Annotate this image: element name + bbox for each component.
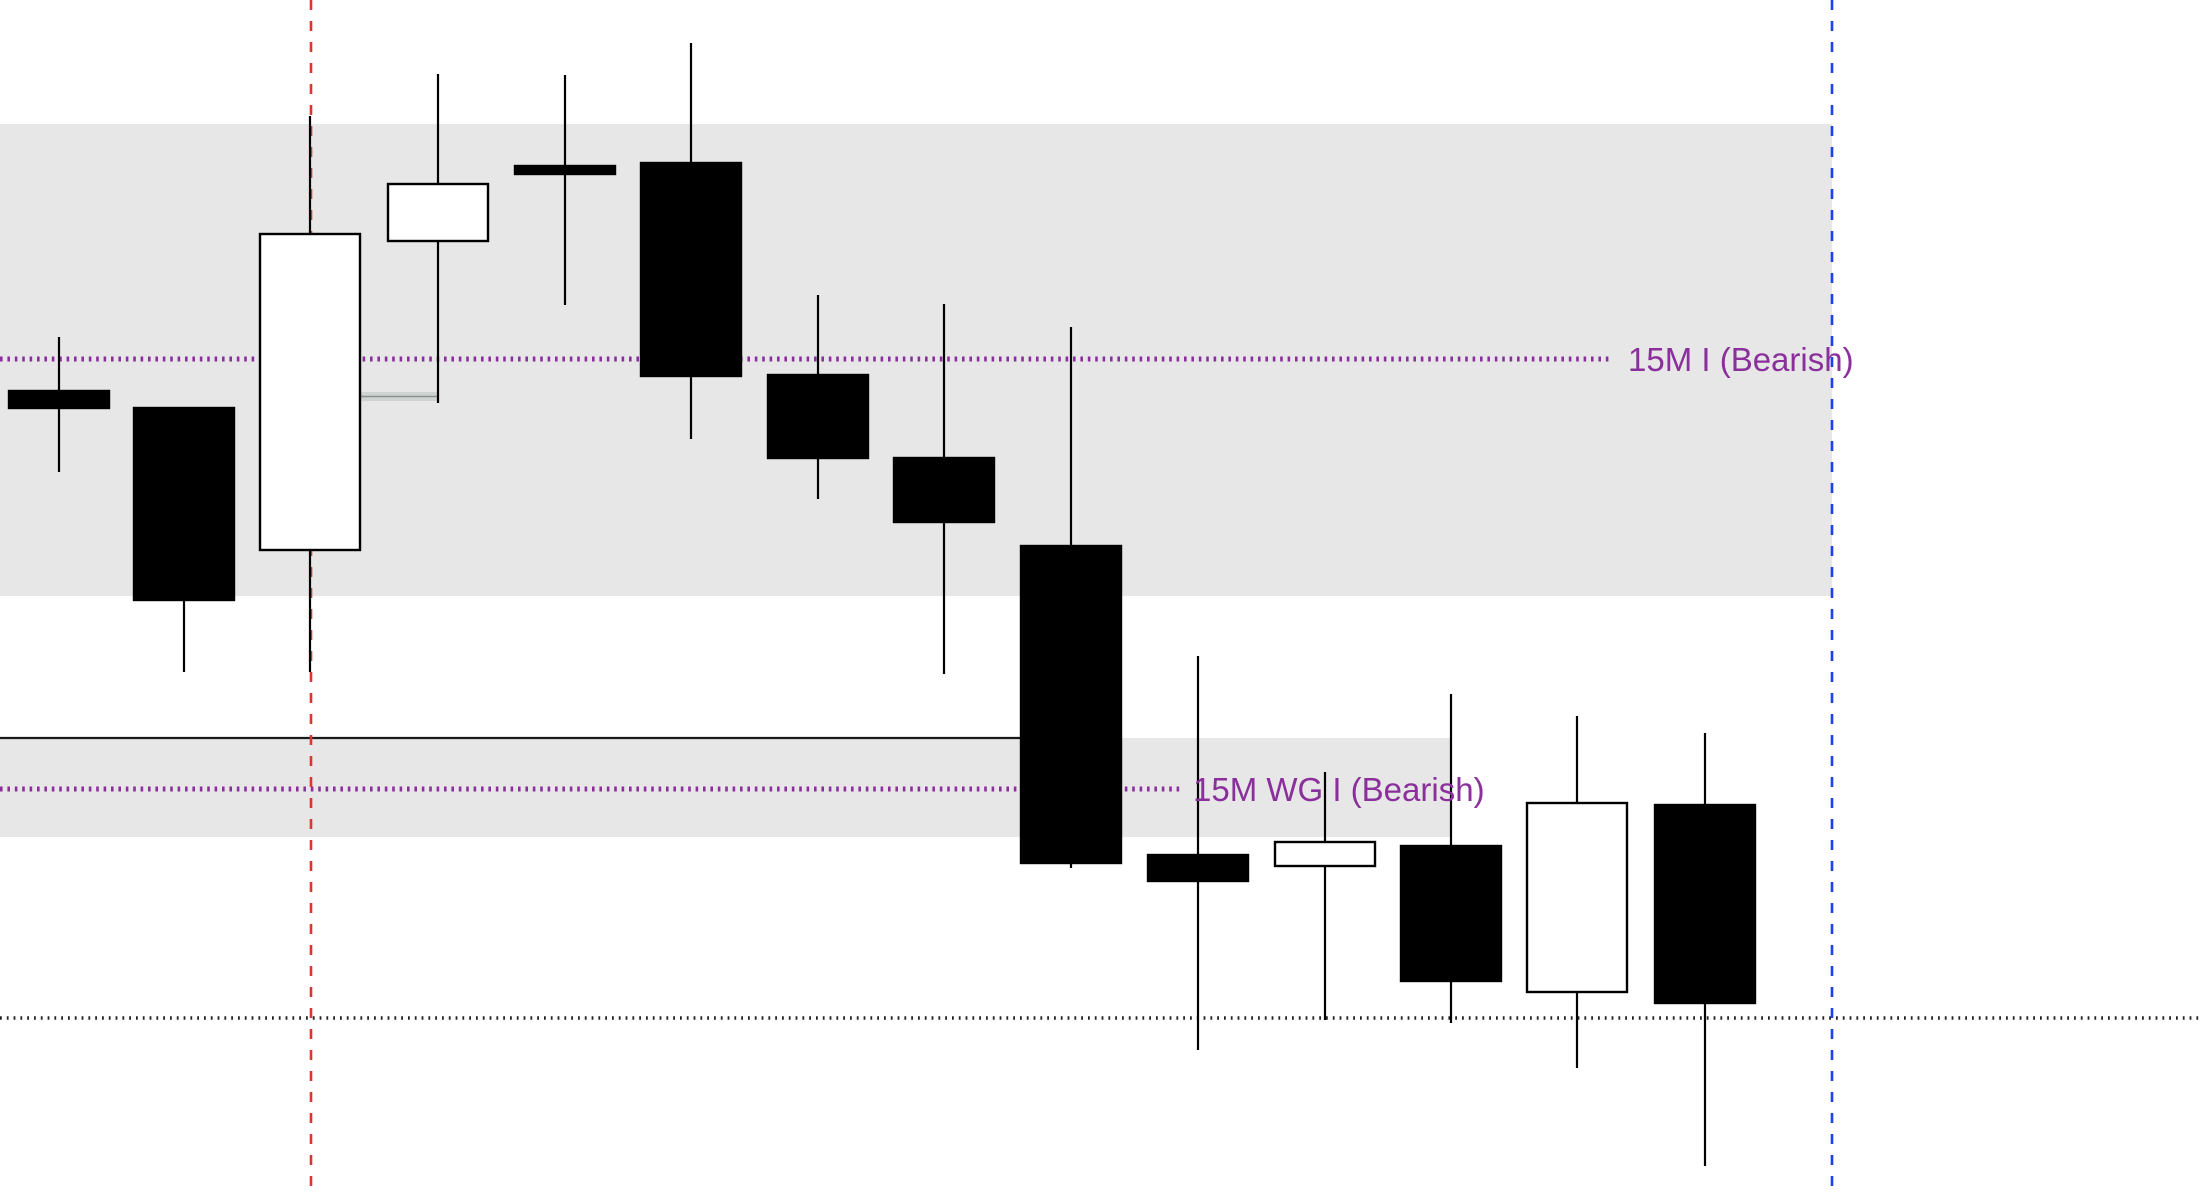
- svg-text:15M I (Bearish): 15M I (Bearish): [1628, 341, 1854, 378]
- svg-text:15M WG I (Bearish): 15M WG I (Bearish): [1193, 771, 1485, 808]
